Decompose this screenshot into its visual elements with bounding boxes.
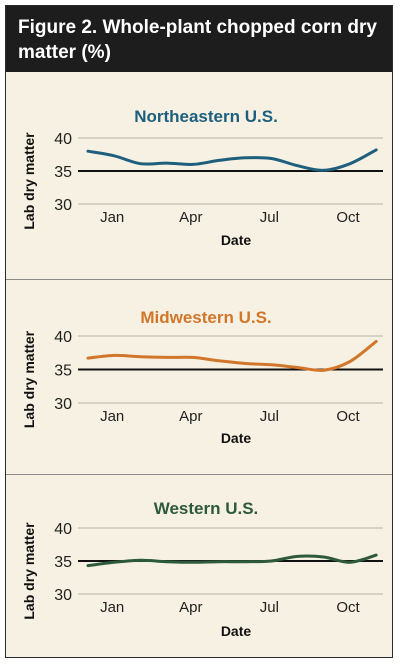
figure-title: Figure 2. Whole-plant chopped corn dry m… xyxy=(18,17,377,63)
y-axis-label: Lab dry matter xyxy=(21,132,37,230)
chart-title: Midwestern U.S. xyxy=(140,308,271,327)
x-tick-label: Jan xyxy=(100,408,124,425)
figure-frame: Figure 2. Whole-plant chopped corn dry m… xyxy=(5,5,393,658)
x-tick-label: Jul xyxy=(260,408,279,425)
y-tick-label: 40 xyxy=(54,131,72,148)
y-tick-label: 35 xyxy=(54,363,72,380)
y-axis-label: Lab dry matter xyxy=(21,522,37,620)
chart-title: Northeastern U.S. xyxy=(134,107,278,126)
figure-header: Figure 2. Whole-plant chopped corn dry m… xyxy=(6,6,392,72)
series-line xyxy=(86,339,378,372)
chart-northeastern: Northeastern U.S. 30 35 40 Jan Apr Jul Oct Date L… xyxy=(21,107,383,248)
x-tick-label: Oct xyxy=(336,408,360,425)
y-tick-label: 35 xyxy=(54,554,72,571)
panel-divider xyxy=(6,279,392,280)
x-tick-label: Apr xyxy=(179,599,202,616)
y-tick-label: 30 xyxy=(54,197,72,214)
y-tick-label: 35 xyxy=(54,164,72,181)
panel-divider xyxy=(6,474,392,475)
x-axis-label: Date xyxy=(221,623,252,639)
x-tick-label: Jan xyxy=(100,599,124,616)
x-tick-label: Oct xyxy=(336,209,360,226)
x-tick-label: Apr xyxy=(179,209,202,226)
series-line xyxy=(86,553,378,568)
x-tick-label: Apr xyxy=(179,408,202,425)
x-tick-label: Jul xyxy=(260,599,279,616)
y-tick-label: 40 xyxy=(54,521,72,538)
x-axis-label: Date xyxy=(221,232,252,248)
chart-title: Western U.S. xyxy=(154,499,259,518)
chart-western: Western U.S. 30 35 40 Jan Apr Jul Oct Date Lab dr… xyxy=(21,499,383,639)
x-tick-label: Oct xyxy=(336,599,360,616)
x-tick-label: Jul xyxy=(260,209,279,226)
y-tick-label: 40 xyxy=(54,329,72,346)
y-tick-label: 30 xyxy=(54,396,72,413)
x-tick-label: Jan xyxy=(100,209,124,226)
chart-midwestern: Midwestern U.S. 30 35 40 Jan Apr Jul Oct Date Lab… xyxy=(21,308,383,446)
y-tick-label: 30 xyxy=(54,587,72,604)
x-axis-label: Date xyxy=(221,430,252,446)
y-axis-label: Lab dry matter xyxy=(21,330,37,428)
series-line xyxy=(86,148,378,172)
